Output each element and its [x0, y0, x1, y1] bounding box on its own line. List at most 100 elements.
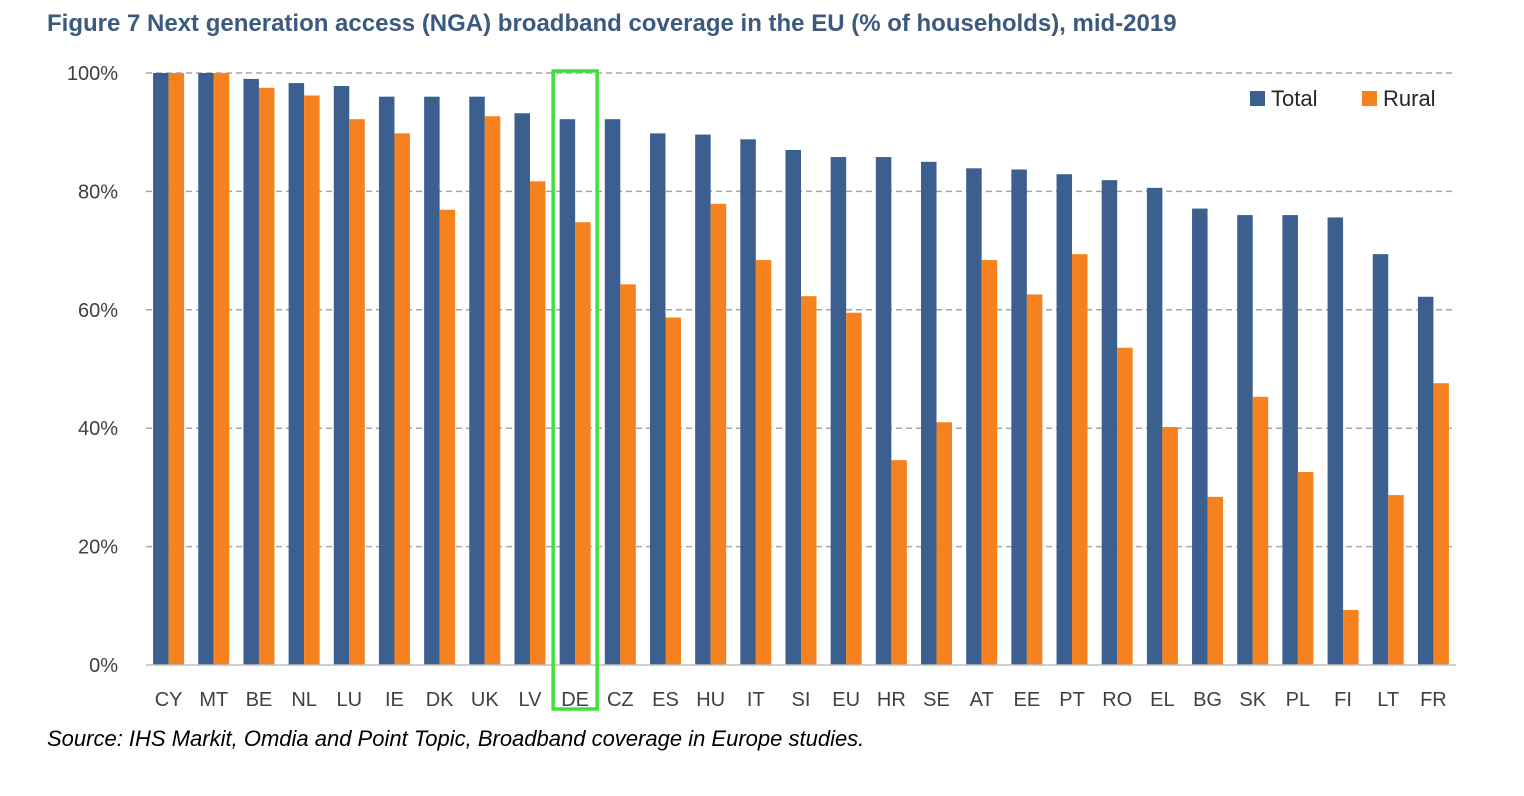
bar-rural-at: [981, 260, 998, 665]
bar-total-sk: [1237, 215, 1253, 665]
x-tick-label: FR: [1420, 689, 1447, 711]
bar-total-el: [1146, 187, 1163, 665]
bar-total-cz: [604, 119, 621, 665]
bar-total-it: [740, 139, 756, 665]
bar-rural-ee: [1026, 294, 1043, 665]
bar-total-eu: [830, 157, 847, 665]
bar-total-ee: [1011, 169, 1027, 665]
x-tick-label: PT: [1059, 689, 1085, 711]
bar-rural-hr: [891, 460, 907, 665]
bar-rural-ie: [394, 133, 410, 665]
bar-total-si: [785, 149, 801, 665]
legend-swatch-total: [1250, 91, 1265, 106]
x-tick-label: SE: [923, 689, 950, 711]
bar-rural-bg: [1207, 496, 1224, 665]
x-tick-label: IT: [747, 689, 765, 711]
x-tick-label: BG: [1193, 689, 1222, 711]
bar-rural-lt: [1388, 495, 1404, 665]
x-tick-label: IE: [385, 689, 404, 711]
bar-rural-hu: [710, 203, 727, 665]
source-note: Source: IHS Markit, Omdia and Point Topi…: [47, 726, 865, 751]
x-tick-label: AT: [970, 689, 994, 711]
x-tick-label: PL: [1286, 689, 1310, 711]
y-tick-label: 100%: [67, 63, 118, 85]
bar-rural-lu: [349, 119, 365, 665]
bar-total-lt: [1372, 254, 1389, 666]
x-tick-label: DE: [561, 689, 589, 711]
bar-total-ro: [1101, 180, 1118, 666]
bar-rural-be: [258, 87, 275, 666]
bar-total-fr: [1417, 296, 1434, 665]
y-axis-ticks: 0% 20% 40% 60% 80% 100%: [67, 63, 118, 677]
x-tick-label: EE: [1014, 689, 1041, 711]
bar-rural-eu: [846, 312, 862, 665]
bar-total-es: [649, 133, 666, 665]
bar-rural-fr: [1433, 383, 1449, 665]
bar-rural-mt: [213, 73, 230, 665]
x-tick-label: RO: [1102, 689, 1132, 711]
legend-label-rural: Rural: [1383, 86, 1436, 111]
x-tick-label: DK: [426, 689, 454, 711]
x-tick-label: MT: [199, 689, 228, 711]
x-tick-label: HR: [877, 689, 906, 711]
bar-total-mt: [198, 73, 214, 665]
bar-rural-it: [755, 260, 772, 665]
chart-title: Figure 7 Next generation access (NGA) br…: [47, 10, 1177, 37]
bars: [153, 73, 1449, 666]
bar-total-ie: [378, 96, 395, 666]
bar-total-lu: [333, 86, 350, 666]
x-tick-label: LU: [336, 689, 362, 711]
bar-rural-nl: [304, 95, 320, 666]
x-tick-label: CY: [155, 689, 183, 711]
bar-total-fi: [1327, 217, 1344, 665]
bar-rural-ro: [1117, 347, 1133, 665]
x-axis-ticks: CY MT BE NL LU IE DK UK LV DE CZ ES HU IT SI EU HR SE AT EE…: [155, 689, 1447, 711]
bar-total-pt: [1056, 174, 1073, 665]
x-tick-label: UK: [471, 689, 499, 711]
x-tick-label: EL: [1150, 689, 1174, 711]
bar-total-cy: [153, 73, 169, 665]
x-tick-label: FI: [1334, 689, 1352, 711]
x-tick-label: BE: [246, 689, 273, 711]
bar-total-uk: [469, 96, 485, 666]
y-tick-label: 20%: [78, 537, 118, 559]
bar-total-nl: [288, 83, 305, 665]
bar-total-hr: [875, 157, 892, 665]
bar-rural-se: [936, 422, 953, 665]
bar-rural-es: [665, 317, 681, 665]
bar-rural-pl: [1297, 472, 1314, 665]
bar-total-bg: [1192, 208, 1208, 665]
y-tick-label: 40%: [78, 418, 118, 440]
bar-chart: 0%20%40%60%80%100% CY MT BE NL LU IE DK UK LV DE C…: [67, 63, 1456, 711]
bar-rural-el: [1162, 427, 1178, 665]
bar-total-hu: [695, 134, 711, 665]
bar-rural-sk: [1252, 396, 1269, 665]
bar-rural-cy: [168, 73, 185, 665]
legend: Total Rural: [1250, 86, 1436, 111]
bar-total-dk: [424, 96, 440, 666]
bar-total-se: [921, 161, 937, 666]
highlight-box: [551, 69, 599, 711]
bar-total-at: [966, 168, 982, 665]
x-tick-label: ES: [652, 689, 679, 711]
x-tick-label: NL: [291, 689, 317, 711]
y-tick-label: 60%: [78, 300, 118, 322]
bar-total-pl: [1282, 215, 1298, 665]
bar-rural-uk: [484, 116, 501, 665]
x-tick-label: SK: [1239, 689, 1266, 711]
x-tick-label: LT: [1377, 689, 1399, 711]
bar-total-lv: [514, 113, 530, 666]
x-tick-label: HU: [696, 689, 725, 711]
legend-swatch-rural: [1362, 91, 1377, 106]
y-tick-label: 0%: [89, 655, 118, 677]
bar-rural-lv: [529, 181, 546, 665]
bar-total-de: [559, 119, 576, 665]
x-tick-label: LV: [518, 689, 542, 711]
bar-total-be: [243, 78, 259, 666]
bar-rural-fi: [1343, 609, 1359, 665]
bar-rural-si: [801, 296, 817, 665]
x-tick-label: SI: [792, 689, 811, 711]
bar-rural-de: [575, 222, 591, 665]
x-tick-label: EU: [832, 689, 860, 711]
legend-label-total: Total: [1271, 86, 1317, 111]
